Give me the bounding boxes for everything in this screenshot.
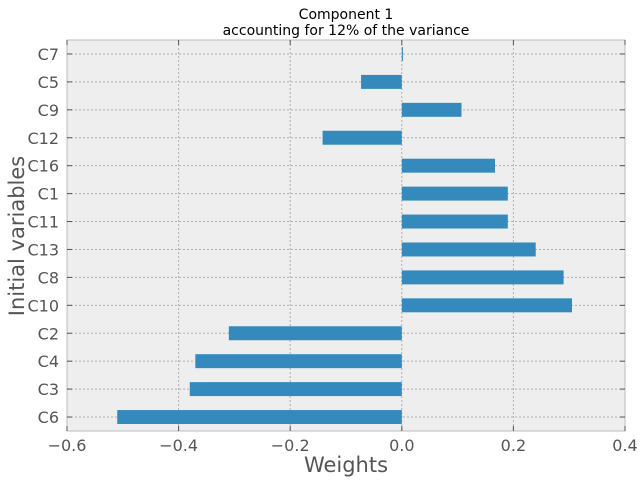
bar-c5 (361, 74, 402, 89)
y-tick-label-c13: C13 (27, 240, 59, 259)
x-tick-label: 0.0 (389, 436, 414, 455)
y-tick-label-c7: C7 (38, 45, 59, 64)
bar-c13 (401, 242, 536, 257)
bars (117, 46, 572, 425)
x-tick-label: 0.2 (501, 436, 526, 455)
chart-title-line-2: accounting for 12% of the variance (223, 23, 470, 39)
y-tick-label-c2: C2 (38, 324, 59, 343)
bar-c7 (401, 46, 403, 61)
y-tick-label-c9: C9 (38, 101, 59, 120)
bar-c11 (401, 214, 508, 229)
x-tick-labels: −0.6 −0.4 −0.2 0.0 0.2 0.4 (48, 436, 638, 455)
x-axis-label: Weights (304, 453, 388, 477)
x-tick-label: −0.4 (159, 436, 198, 455)
bar-c16 (401, 158, 495, 173)
plot-background (67, 40, 625, 431)
x-tick-label: 0.4 (612, 436, 637, 455)
y-tick-label-c10: C10 (27, 296, 59, 315)
y-tick-label-c12: C12 (27, 129, 59, 148)
bar-c12 (322, 130, 402, 145)
y-tick-label-c16: C16 (27, 157, 59, 176)
grid-lines (66, 40, 626, 431)
tick-marks (66, 40, 626, 431)
plot-frame (66, 39, 626, 432)
bar-c1 (401, 186, 508, 201)
y-tick-labels: C6 C3 C4 C2 C10 C8 C13 C11 C1 C16 C12 C9 C5 C7 (27, 45, 59, 427)
y-tick-label-c11: C11 (27, 213, 59, 232)
bar-c3 (189, 382, 402, 397)
bar-c9 (401, 102, 462, 117)
x-tick-label: −0.2 (271, 436, 310, 455)
y-tick-label-c1: C1 (38, 185, 59, 204)
bar-c4 (195, 354, 402, 369)
bar-c6 (117, 410, 402, 425)
y-tick-label-c8: C8 (38, 268, 59, 287)
chart-title-line-1: Component 1 (299, 7, 394, 23)
y-tick-label-c6: C6 (38, 408, 59, 427)
bar-c2 (228, 326, 402, 341)
y-tick-label-c4: C4 (38, 352, 59, 371)
x-tick-label: −0.6 (48, 436, 87, 455)
bar-c8 (401, 270, 564, 285)
y-tick-label-c5: C5 (38, 73, 59, 92)
y-axis-label: Initial variables (5, 156, 29, 316)
bar-c10 (401, 298, 572, 313)
y-tick-label-c3: C3 (38, 380, 59, 399)
